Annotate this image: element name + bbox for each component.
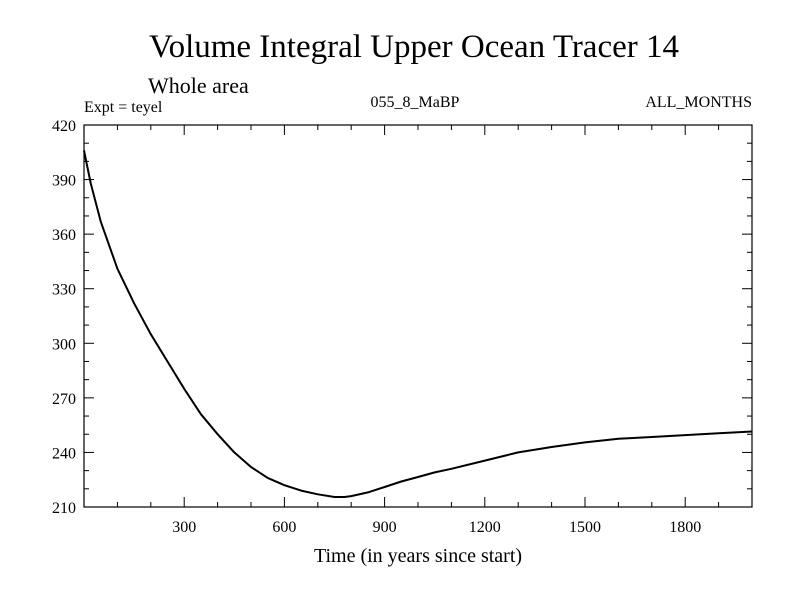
x-tick-label: 1500 bbox=[569, 519, 601, 536]
experiment-label: Expt = teyel bbox=[84, 99, 163, 116]
y-tick-label: 330 bbox=[52, 282, 76, 299]
y-tick-label: 240 bbox=[52, 445, 76, 462]
x-axis-label: Time (in years since start) bbox=[314, 545, 522, 567]
months-label: ALL_MONTHS bbox=[645, 94, 752, 111]
axis-ticks bbox=[84, 125, 752, 507]
x-tick-label: 1800 bbox=[669, 519, 701, 536]
x-tick-label: 600 bbox=[272, 519, 296, 536]
y-tick-label: 210 bbox=[52, 500, 76, 517]
x-tick-label: 300 bbox=[172, 519, 196, 536]
plot-frame bbox=[83, 124, 753, 508]
x-tick-label: 1200 bbox=[469, 519, 501, 536]
x-tick-label: 900 bbox=[373, 519, 397, 536]
run-label: 055_8_MaBP bbox=[371, 94, 460, 111]
y-tick-label: 420 bbox=[52, 118, 76, 135]
y-tick-label: 300 bbox=[52, 336, 76, 353]
series-line bbox=[83, 150, 753, 498]
axis-tick-labels: 300 600 900 1200 1500 1800 210 240 270 300 330 360 3… bbox=[52, 118, 701, 536]
chart-title: Volume Integral Upper Ocean Tracer 14 bbox=[149, 29, 679, 65]
y-tick-label: 360 bbox=[52, 227, 76, 244]
y-tick-label: 390 bbox=[52, 173, 76, 190]
chart-subtitle: Whole area bbox=[148, 73, 249, 98]
y-tick-label: 270 bbox=[52, 391, 76, 408]
